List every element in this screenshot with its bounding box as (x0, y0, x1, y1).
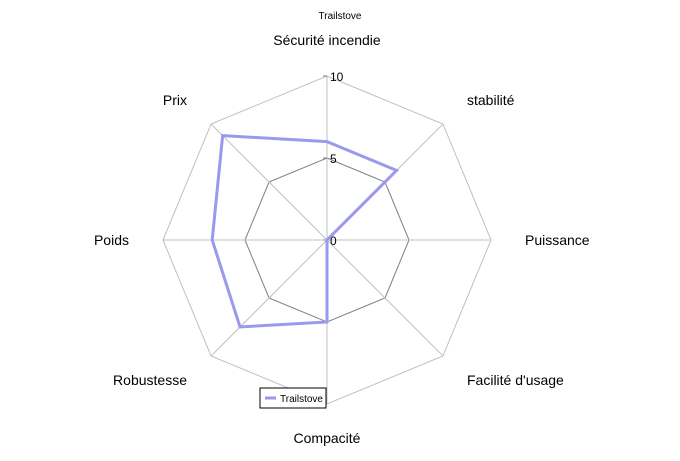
tick-label: 0 (330, 234, 337, 248)
legend: Trailstove (259, 387, 327, 409)
tick-label: 5 (330, 152, 337, 166)
radar-series (210, 134, 400, 329)
axis-label: Facilité d'usage (467, 372, 564, 388)
axis-label: Prix (163, 92, 187, 108)
spoke-line (210, 123, 328, 241)
spoke-line (326, 239, 444, 357)
axis-label: Robustesse (113, 372, 187, 388)
legend-label: Trailstove (280, 394, 323, 405)
axis-label: Puissance (525, 232, 590, 248)
axis-label: stabilité (467, 92, 515, 108)
radar-ticks: 0 5 10 (323, 70, 344, 248)
axis-label: Sécurité incendie (273, 32, 381, 48)
radar-axis-labels: Sécurité incendie stabilité Puissance Facil… (94, 32, 590, 446)
legend-box (259, 387, 327, 409)
axis-label: Poids (94, 232, 129, 248)
chart-title: Trailstove (319, 11, 362, 22)
series-line (210, 134, 400, 329)
spoke-line (210, 239, 328, 357)
axis-label: Compacité (294, 430, 361, 446)
tick-label: 10 (330, 70, 344, 84)
